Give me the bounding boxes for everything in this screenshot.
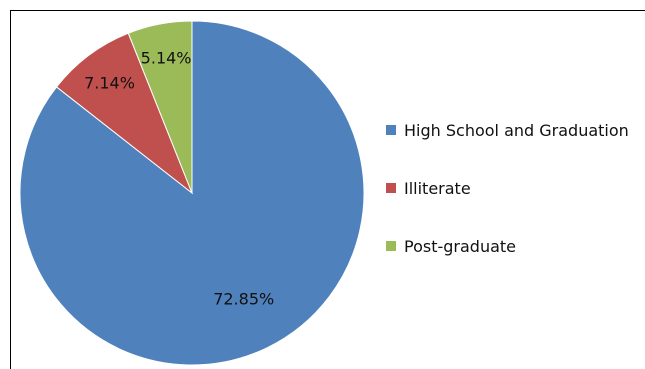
legend-item-0: High School and Graduation bbox=[386, 118, 629, 142]
pie-slices bbox=[20, 21, 364, 365]
data-label-0: 72.85% bbox=[213, 290, 274, 309]
legend-swatch-0 bbox=[386, 125, 396, 135]
legend-label-2: Post-graduate bbox=[404, 237, 516, 256]
data-label-1: 7.14% bbox=[84, 73, 135, 92]
legend-label-1: Illiterate bbox=[404, 179, 471, 198]
legend-label-0: High School and Graduation bbox=[404, 121, 629, 140]
legend-swatch-2 bbox=[386, 241, 396, 251]
legend-item-1: Illiterate bbox=[386, 176, 629, 200]
legend: High School and Graduation Illiterate Post… bbox=[386, 118, 629, 292]
data-label-2: 5.14% bbox=[141, 48, 192, 67]
legend-swatch-1 bbox=[386, 183, 396, 193]
legend-item-2: Post-graduate bbox=[386, 234, 629, 258]
